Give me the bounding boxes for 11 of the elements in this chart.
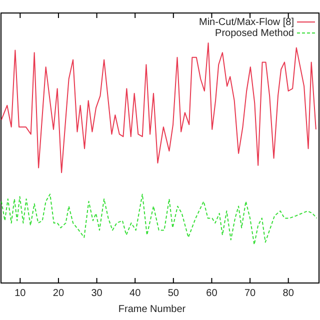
x-tick-label: 80 (282, 288, 294, 299)
x-axis-title: Frame Number (118, 304, 186, 315)
legend-label: Min-Cut/Max-Flow [8] (198, 17, 294, 28)
x-tick-label: 40 (130, 288, 142, 299)
x-tick-label: 10 (14, 288, 26, 299)
x-tick-label: 70 (244, 288, 256, 299)
x-tick-label: 30 (91, 288, 103, 299)
x-tick-label: 50 (168, 288, 180, 299)
x-tick-label: 60 (206, 288, 218, 299)
legend-label: Proposed Method (215, 28, 294, 39)
x-tick-label: 20 (52, 288, 64, 299)
